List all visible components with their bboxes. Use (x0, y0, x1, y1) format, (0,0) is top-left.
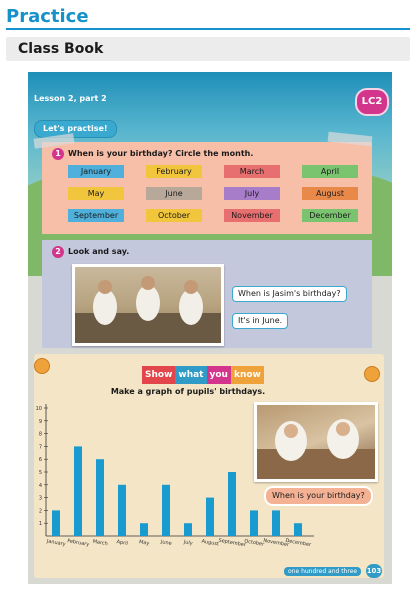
y-tick-label: 8 (39, 432, 42, 438)
month-may[interactable]: May (68, 187, 124, 200)
y-tick-label: 9 (39, 419, 42, 425)
month-january[interactable]: January (68, 165, 124, 178)
page-number-words: one hundred and three (284, 567, 362, 576)
question-speech-bubble: When is Jasim's birthday? (232, 286, 347, 302)
x-tick-label: May (139, 539, 150, 547)
answer-speech-bubble: It's in June. (232, 313, 289, 329)
practise-pill: Let's practise! (34, 120, 117, 138)
x-tick-label: April (116, 539, 128, 547)
month-august[interactable]: August (302, 187, 358, 200)
x-tick-label: February (67, 538, 90, 548)
boys-at-table-image (75, 276, 221, 343)
banner-word: you (206, 366, 231, 384)
activity1-number: 1 (52, 148, 64, 160)
classroom-photo (72, 264, 224, 346)
x-tick-label: July (182, 539, 193, 547)
month-june[interactable]: June (146, 187, 202, 200)
bar-april (118, 484, 126, 536)
page-title: Practice (6, 6, 89, 27)
x-tick-label: December (285, 538, 313, 549)
page-number: 103 (366, 564, 382, 578)
banner-word: Show (142, 366, 176, 384)
x-tick-label: August (201, 539, 219, 548)
graph-title: Make a graph of pupils' birthdays. (110, 387, 266, 396)
lesson-label: Lesson 2, part 2 (34, 94, 107, 103)
y-tick-label: 5 (39, 470, 42, 476)
bar-august (206, 497, 214, 536)
bar-may (140, 523, 148, 536)
x-tick-label: March (92, 539, 108, 548)
girls-photo (254, 402, 378, 482)
bar-june (162, 484, 170, 536)
y-tick-label: 3 (39, 496, 42, 502)
y-tick-label: 6 (39, 457, 42, 463)
book-page: Lesson 2, part 2 LC2 Let's practise! 1 W… (28, 72, 392, 584)
lesson-badge: LC2 (355, 88, 389, 116)
month-december[interactable]: December (302, 209, 358, 222)
subheader: Class Book (6, 37, 410, 61)
month-march[interactable]: March (224, 165, 280, 178)
activity2-instruction: Look and say. (68, 247, 130, 256)
bar-october (250, 510, 258, 536)
x-tick-label: October (244, 538, 266, 548)
pushpin-icon (34, 358, 50, 374)
x-tick-label: June (159, 539, 172, 547)
bar-november (272, 510, 280, 536)
month-april[interactable]: April (302, 165, 358, 178)
chart-axes (44, 404, 314, 537)
bar-march (96, 459, 104, 536)
bar-december (294, 523, 302, 536)
header: Practice (6, 4, 410, 30)
y-tick-label: 4 (39, 483, 42, 489)
chart-labels: 1 2 3 4 5 6 7 8 9 10 January February March April May J… (36, 406, 313, 549)
y-tick-label: 2 (39, 508, 42, 514)
y-tick-label: 10 (36, 406, 42, 412)
pushpin-icon (364, 366, 380, 382)
x-tick-label: January (45, 538, 66, 547)
bar-february (74, 446, 82, 536)
header-rule (6, 28, 410, 30)
banner-word: know (230, 366, 264, 384)
bar-september (228, 472, 236, 536)
show-what-you-know-banner: Show what you know (142, 362, 264, 384)
month-september[interactable]: September (68, 209, 124, 222)
x-tick-label: September (218, 538, 247, 549)
section-title: Class Book (18, 41, 104, 57)
x-tick-label: November (263, 538, 291, 549)
bar-july (184, 523, 192, 536)
month-november[interactable]: November (224, 209, 280, 222)
banner-word: what (175, 366, 207, 384)
activity1-question: When is your birthday? Circle the month. (68, 149, 254, 158)
month-february[interactable]: February (146, 165, 202, 178)
girls-writing-image (257, 419, 375, 479)
y-tick-label: 7 (39, 444, 42, 450)
birthday-bar-chart: 1 2 3 4 5 6 7 8 9 10 January February March April May J… (36, 404, 314, 549)
activity2-number: 2 (52, 246, 64, 258)
y-tick-label: 1 (39, 521, 42, 527)
birthday-question-bubble: When is your birthday? (264, 486, 373, 506)
month-july[interactable]: July (224, 187, 280, 200)
month-october[interactable]: October (146, 209, 202, 222)
chart-bars (52, 446, 302, 536)
bar-january (52, 510, 60, 536)
